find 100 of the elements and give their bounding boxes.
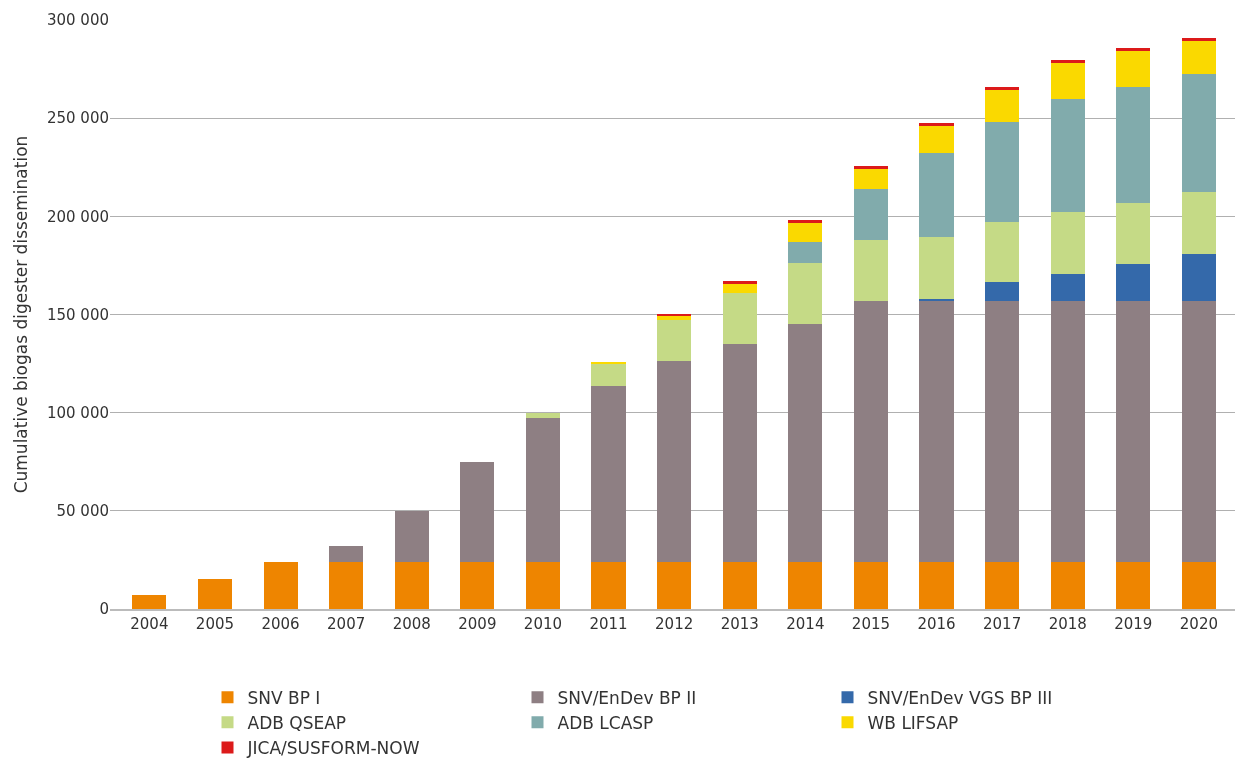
x-tick-label: 2014 xyxy=(786,615,825,633)
bar xyxy=(460,561,495,609)
bar xyxy=(1050,60,1085,64)
x-tick-label: 2018 xyxy=(1048,615,1087,633)
bar xyxy=(1050,300,1085,562)
bar xyxy=(1116,300,1151,562)
bar xyxy=(788,561,823,609)
bar xyxy=(525,417,560,562)
x-tick-label: 2006 xyxy=(261,615,300,633)
bar xyxy=(591,386,626,562)
x-tick-label: 2019 xyxy=(1114,615,1153,633)
y-tick-label: 150 000 xyxy=(46,305,109,324)
x-tick-label: 2007 xyxy=(327,615,366,633)
bar xyxy=(985,122,1020,223)
bar xyxy=(1116,86,1151,203)
bar xyxy=(722,561,757,609)
bar xyxy=(394,510,429,562)
bar xyxy=(788,222,823,242)
legend-label: SNV/EnDev BP II xyxy=(557,687,697,708)
bar xyxy=(985,222,1020,283)
bar xyxy=(591,561,626,609)
x-tick-label: 2009 xyxy=(458,615,497,633)
bar xyxy=(919,125,954,153)
y-tick-label: 0 xyxy=(99,600,109,619)
bar xyxy=(657,360,692,562)
bar xyxy=(1116,48,1151,52)
x-tick-label: 2011 xyxy=(589,615,628,633)
x-tick-label: 2012 xyxy=(655,615,694,633)
bar xyxy=(788,263,823,325)
bar xyxy=(1181,300,1216,562)
bar xyxy=(853,239,888,301)
bar xyxy=(722,343,757,562)
x-tick-label: 2008 xyxy=(392,615,431,633)
bar xyxy=(1181,561,1216,609)
y-axis-title: Cumulative biogas digester dissemination xyxy=(10,135,31,494)
legend-label: JICA/SUSFORM-NOW xyxy=(246,738,420,759)
bar xyxy=(722,281,757,284)
bar xyxy=(1050,63,1085,99)
bar xyxy=(1050,212,1085,275)
bar xyxy=(132,595,167,609)
y-tick-label: 50 000 xyxy=(56,502,109,521)
bar xyxy=(460,461,495,562)
y-tick-label: 200 000 xyxy=(46,207,109,226)
bar xyxy=(853,188,888,240)
bar xyxy=(1050,98,1085,213)
y-tick-label: 100 000 xyxy=(46,403,109,422)
bar xyxy=(1181,191,1216,254)
bar xyxy=(1116,202,1151,265)
bar xyxy=(919,152,954,237)
bar xyxy=(853,300,888,562)
x-tick-label: 2004 xyxy=(130,615,169,633)
x-tick-label: 2005 xyxy=(195,615,235,633)
y-tick-label: 250 000 xyxy=(46,109,109,128)
legend-label: ADB LCASP xyxy=(557,712,654,733)
bar xyxy=(788,241,823,264)
bar xyxy=(1181,253,1216,301)
bar xyxy=(525,412,560,418)
bar xyxy=(1116,561,1151,609)
bar xyxy=(1181,37,1216,41)
bar xyxy=(329,546,364,562)
bar xyxy=(197,578,233,609)
bar xyxy=(591,363,626,387)
y-tick-label: 300 000 xyxy=(46,11,109,30)
bar xyxy=(1181,40,1216,74)
bar xyxy=(985,89,1020,123)
bar xyxy=(1116,51,1151,87)
bar xyxy=(657,561,692,609)
bar xyxy=(1181,73,1216,192)
bar xyxy=(985,86,1020,90)
bar xyxy=(985,300,1020,562)
x-tick-label: 2013 xyxy=(720,615,759,633)
bar xyxy=(853,168,888,189)
bar xyxy=(919,300,954,562)
legend-label: ADB QSEAP xyxy=(247,712,347,733)
x-tick-label: 2016 xyxy=(917,615,956,633)
bar xyxy=(919,123,954,126)
bar xyxy=(722,292,757,344)
bar xyxy=(263,561,298,609)
bar xyxy=(919,298,954,301)
bar xyxy=(788,324,823,562)
bar xyxy=(985,282,1020,301)
bar xyxy=(394,561,429,609)
bar xyxy=(919,236,954,299)
bar xyxy=(853,561,888,609)
bar xyxy=(1050,274,1085,301)
legend-label: SNV BP I xyxy=(247,687,321,708)
x-tick-label: 2020 xyxy=(1179,615,1219,633)
bar xyxy=(657,320,692,361)
bar xyxy=(919,561,954,609)
x-tick-label: 2010 xyxy=(523,615,563,633)
legend-label: WB LIFSAP xyxy=(867,712,959,733)
bar xyxy=(525,561,560,609)
bar xyxy=(1116,264,1151,301)
x-tick-label: 2017 xyxy=(983,615,1022,633)
legend-label: SNV/EnDev VGS BP III xyxy=(867,687,1053,708)
x-tick-label: 2015 xyxy=(851,615,891,633)
bar xyxy=(788,220,823,223)
bar xyxy=(1050,561,1085,609)
bar xyxy=(853,166,888,169)
bar xyxy=(985,561,1020,609)
